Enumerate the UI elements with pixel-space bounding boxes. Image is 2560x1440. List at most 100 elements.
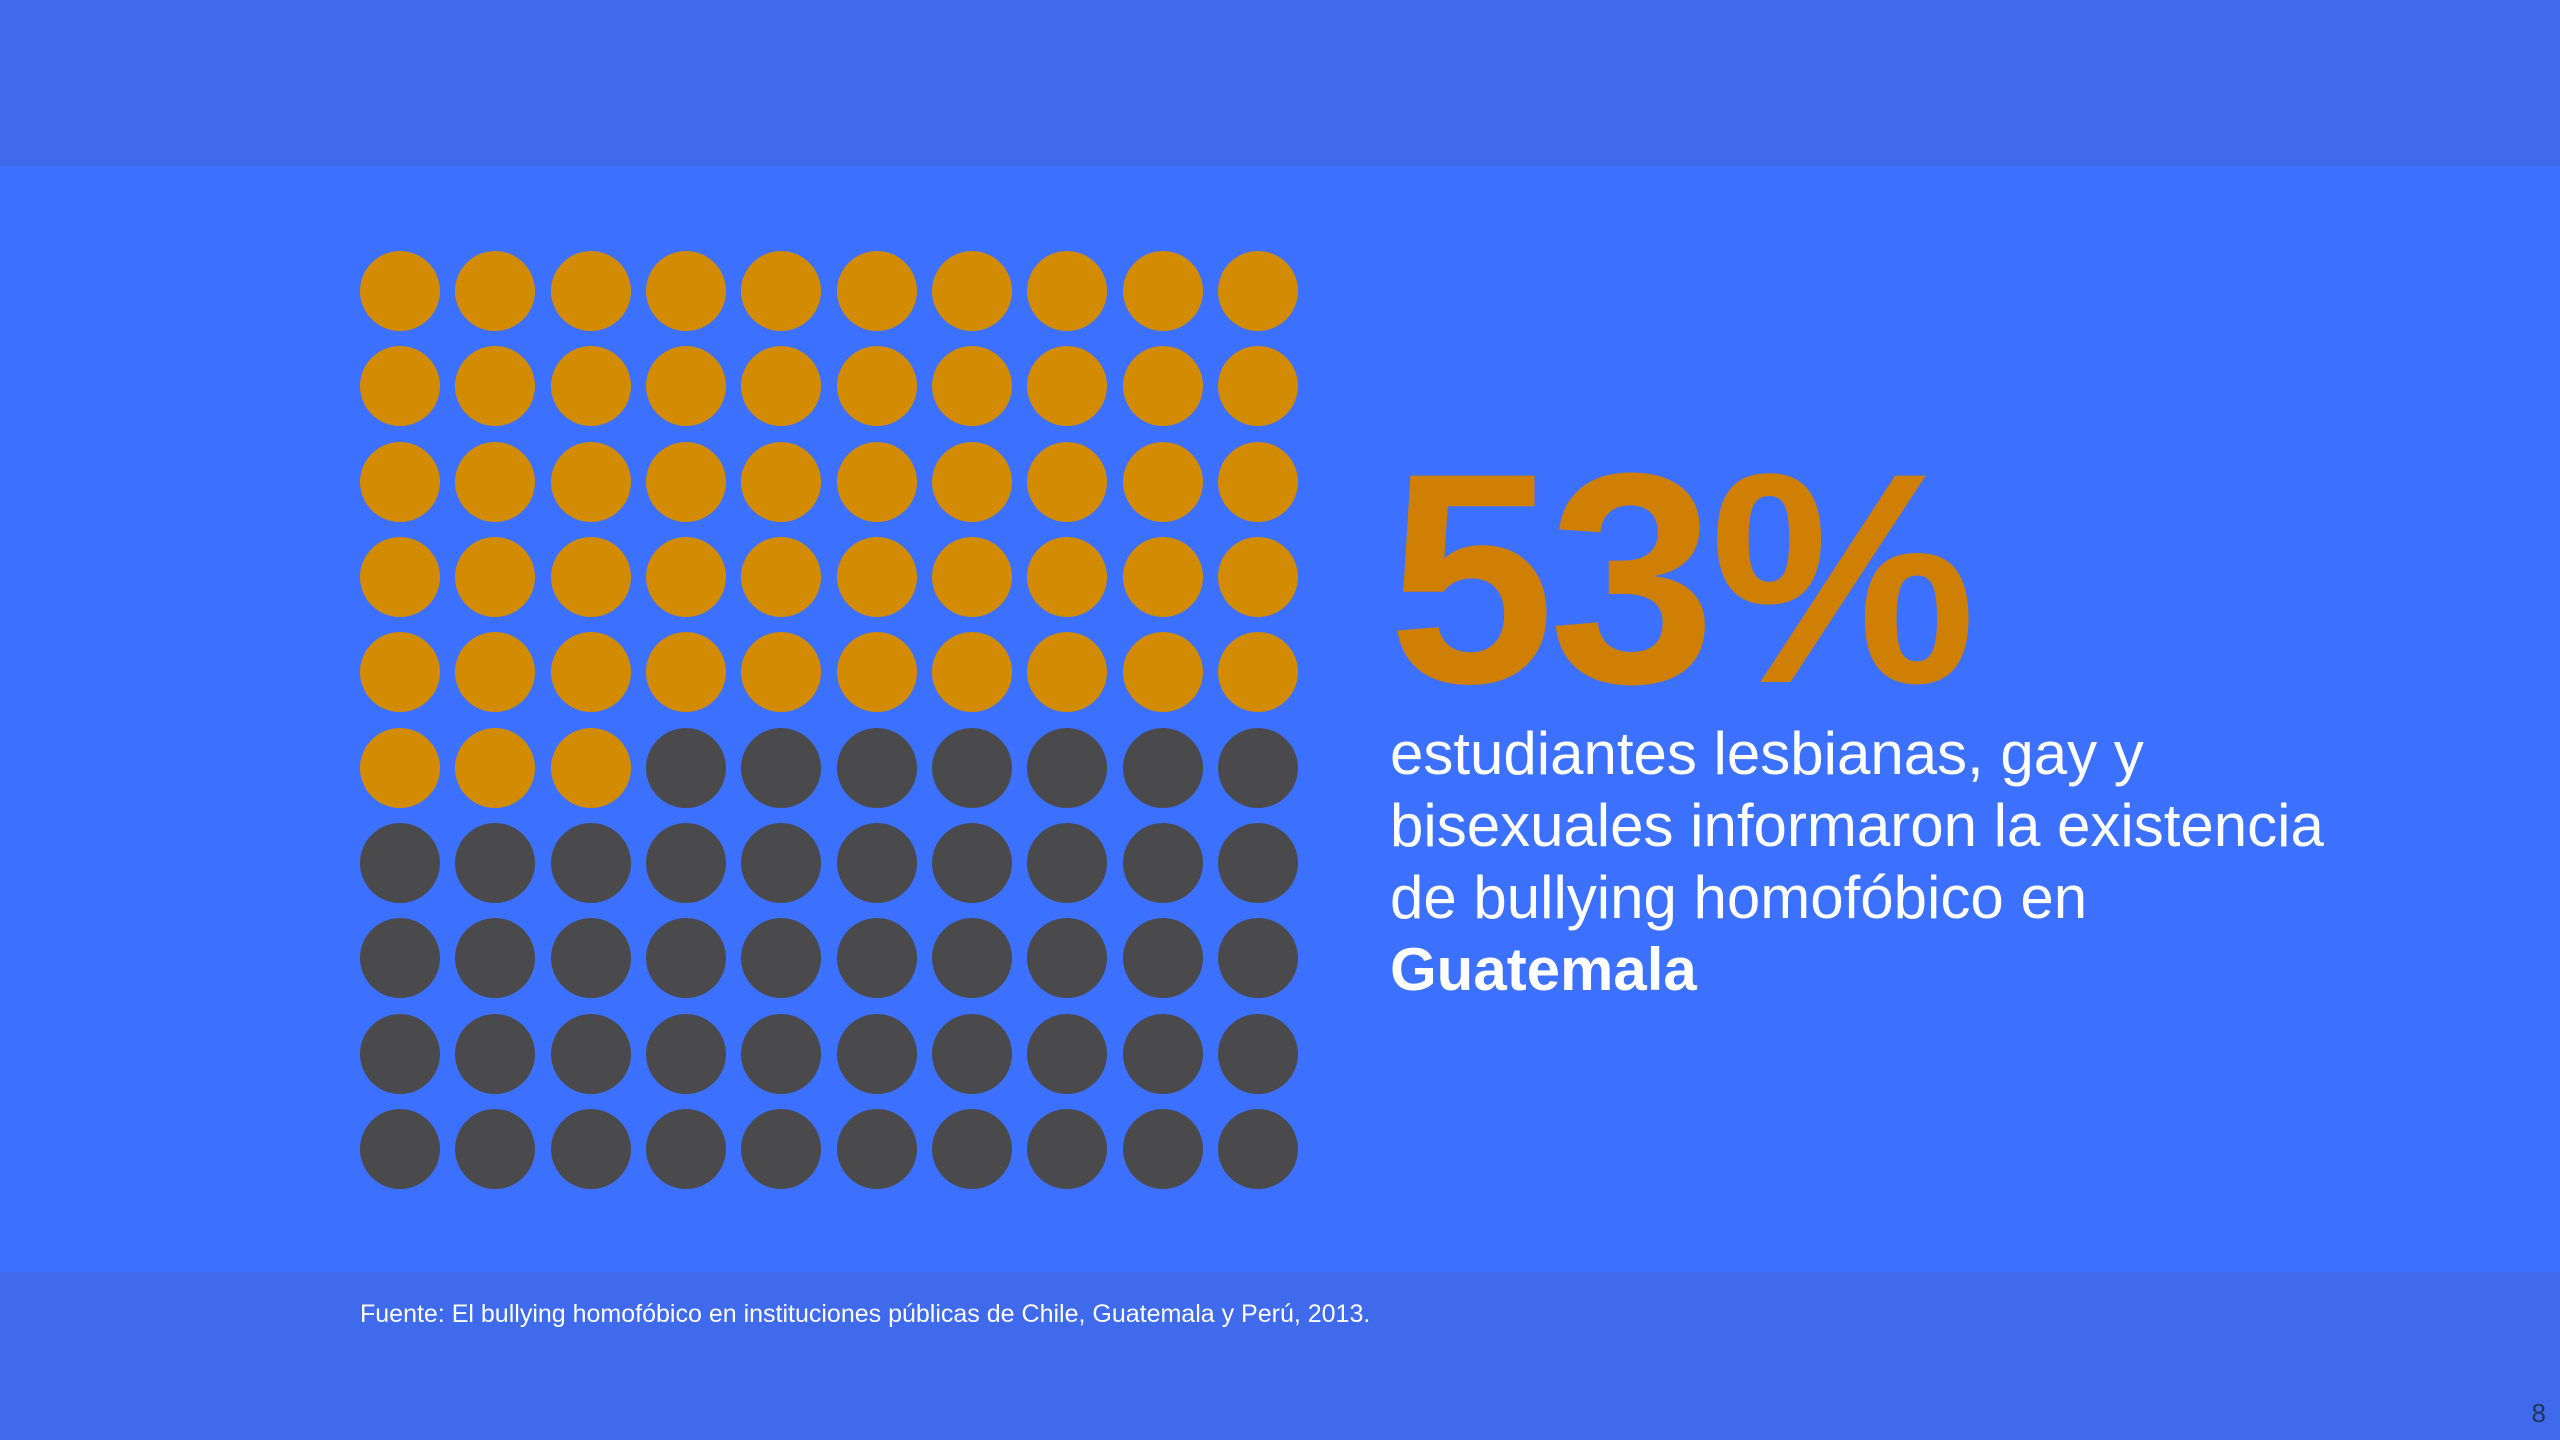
waffle-dot-empty <box>1027 1013 1108 1094</box>
waffle-dot-filled <box>455 346 536 427</box>
waffle-dot-filled <box>455 536 536 617</box>
waffle-dot-empty <box>455 918 536 999</box>
waffle-dot-empty <box>836 727 917 808</box>
waffle-dot-empty <box>645 727 726 808</box>
waffle-dot-filled <box>1122 536 1203 617</box>
waffle-dot-empty <box>645 918 726 999</box>
waffle-dot-empty <box>1122 727 1203 808</box>
waffle-dot-filled <box>645 441 726 522</box>
waffle-dot-filled <box>931 536 1012 617</box>
waffle-dot-filled <box>1217 632 1298 713</box>
bottom-band <box>0 1272 2560 1440</box>
description-line: bisexuales informaron la existencia <box>1390 792 2324 859</box>
waffle-dot-filled <box>455 727 536 808</box>
waffle-dot-empty <box>1027 918 1108 999</box>
waffle-dot-filled <box>360 632 440 713</box>
waffle-dot-empty <box>1122 1013 1203 1094</box>
percent-value: 53% <box>1388 410 1976 746</box>
waffle-dot-empty <box>360 1108 440 1189</box>
waffle-dot-filled <box>645 251 726 331</box>
waffle-dot-empty <box>550 1013 631 1094</box>
waffle-dot-empty <box>645 1108 726 1189</box>
waffle-dot-filled <box>550 536 631 617</box>
waffle-dot-empty <box>1217 918 1298 999</box>
waffle-dot-filled <box>1122 632 1203 713</box>
waffle-dot-empty <box>931 822 1012 903</box>
waffle-dot-filled <box>1217 346 1298 427</box>
waffle-chart <box>360 251 1300 1191</box>
waffle-dot-empty <box>645 822 726 903</box>
waffle-dot-empty <box>1122 918 1203 999</box>
waffle-dot-empty <box>1027 1108 1108 1189</box>
waffle-dot-filled <box>741 251 822 331</box>
waffle-dot-empty <box>1027 727 1108 808</box>
waffle-dot-empty <box>1122 822 1203 903</box>
waffle-dot-empty <box>550 822 631 903</box>
waffle-dot-empty <box>1217 1013 1298 1094</box>
waffle-dot-filled <box>741 346 822 427</box>
waffle-dot-empty <box>836 1013 917 1094</box>
waffle-dot-empty <box>836 822 917 903</box>
waffle-dot-empty <box>1217 727 1298 808</box>
main-panel <box>0 166 2560 1272</box>
waffle-dot-filled <box>455 251 536 331</box>
waffle-dot-filled <box>550 251 631 331</box>
waffle-dot-filled <box>836 346 917 427</box>
waffle-dot-empty <box>360 918 440 999</box>
waffle-dot-filled <box>1027 346 1108 427</box>
waffle-dot-filled <box>1217 251 1298 331</box>
waffle-dot-empty <box>1217 1108 1298 1189</box>
waffle-dot-empty <box>645 1013 726 1094</box>
waffle-dot-empty <box>455 1013 536 1094</box>
waffle-dot-empty <box>455 1108 536 1189</box>
waffle-dot-filled <box>360 727 440 808</box>
waffle-dot-empty <box>455 822 536 903</box>
waffle-dot-filled <box>550 727 631 808</box>
waffle-dot-filled <box>550 441 631 522</box>
waffle-dot-empty <box>741 1108 822 1189</box>
statistic-description: estudiantes lesbianas, gay y bisexuales … <box>1390 718 2510 1006</box>
description-line: estudiantes lesbianas, gay y <box>1390 720 2144 787</box>
page-number: 8 <box>2531 1398 2546 1428</box>
waffle-dot-filled <box>1122 346 1203 427</box>
waffle-dot-filled <box>741 536 822 617</box>
waffle-dot-filled <box>741 632 822 713</box>
waffle-dot-empty <box>360 1013 440 1094</box>
waffle-dot-empty <box>1122 1108 1203 1189</box>
waffle-dot-filled <box>1027 632 1108 713</box>
waffle-dot-filled <box>836 441 917 522</box>
waffle-dot-filled <box>360 441 440 522</box>
waffle-dot-empty <box>931 1013 1012 1094</box>
source-citation: Fuente: El bullying homofóbico en instit… <box>360 1300 1371 1328</box>
waffle-dot-empty <box>550 1108 631 1189</box>
waffle-dot-filled <box>931 251 1012 331</box>
waffle-dot-empty <box>931 727 1012 808</box>
waffle-dot-filled <box>741 441 822 522</box>
description-line: de bullying homofóbico en <box>1390 864 2088 931</box>
waffle-dot-empty <box>931 918 1012 999</box>
top-band <box>0 0 2560 166</box>
waffle-dot-empty <box>741 918 822 999</box>
waffle-dot-filled <box>1217 441 1298 522</box>
waffle-dot-filled <box>1027 536 1108 617</box>
waffle-dot-filled <box>836 251 917 331</box>
waffle-dot-filled <box>1122 251 1203 331</box>
waffle-dot-filled <box>360 536 440 617</box>
waffle-dot-filled <box>836 632 917 713</box>
waffle-dot-filled <box>455 632 536 713</box>
waffle-dot-filled <box>1122 441 1203 522</box>
waffle-dot-empty <box>836 918 917 999</box>
waffle-dot-filled <box>455 441 536 522</box>
waffle-dot-filled <box>1027 441 1108 522</box>
waffle-dot-filled <box>645 536 726 617</box>
waffle-dot-filled <box>645 632 726 713</box>
waffle-dot-empty <box>360 822 440 903</box>
waffle-dot-filled <box>550 346 631 427</box>
waffle-dot-filled <box>1027 251 1108 331</box>
waffle-dot-filled <box>931 441 1012 522</box>
waffle-dot-empty <box>741 727 822 808</box>
waffle-dot-filled <box>1217 536 1298 617</box>
waffle-dot-empty <box>1217 822 1298 903</box>
waffle-dot-empty <box>741 1013 822 1094</box>
